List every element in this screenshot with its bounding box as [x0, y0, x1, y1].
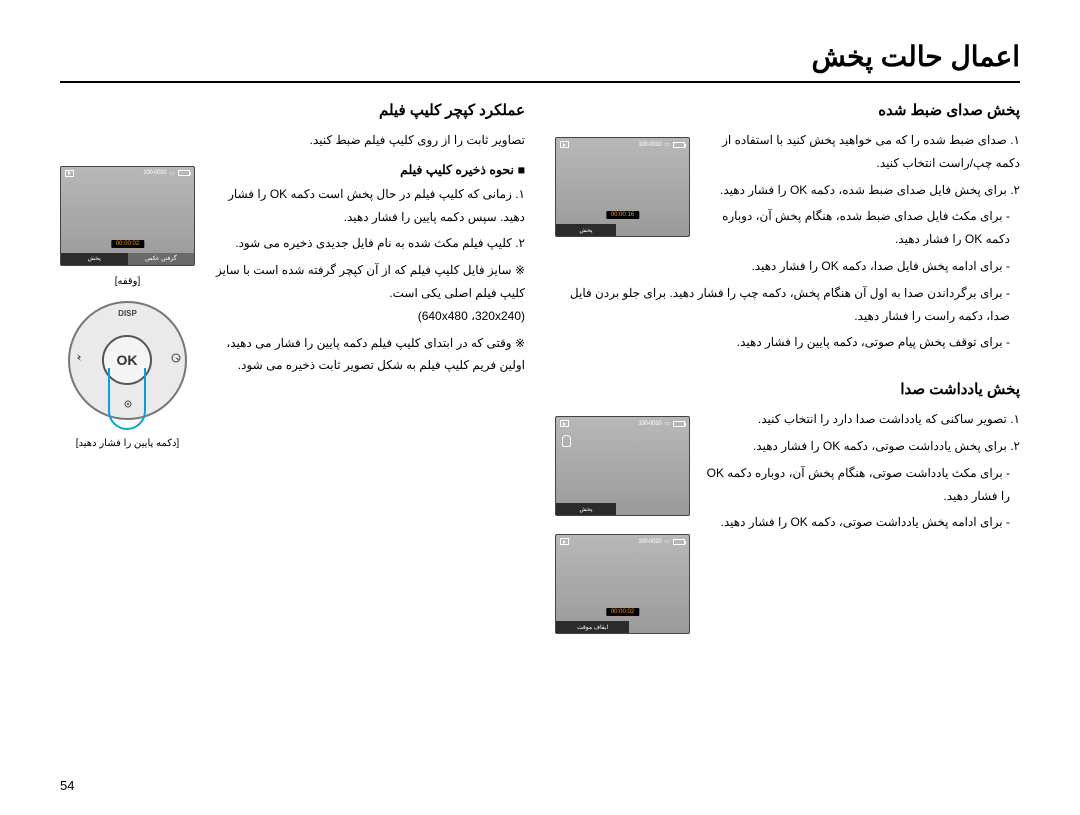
s2-b2: برای ادامه پخش فایل صدا، دکمه OK را فشار… [555, 255, 1020, 278]
right-figure-stack: 100-0010 ▭ 00:00:02 پخش گرفتن عکس [وقفه] [60, 158, 195, 449]
ok-button-diagram: DISP OK [60, 293, 195, 428]
dpad-up-label: DISP [118, 309, 137, 318]
softkey-pause: ایقاف موقت [556, 621, 629, 633]
dpad-left-icon [74, 353, 84, 367]
left-column: پخش صدای ضبط شده 100-0010 ▭ [555, 101, 1020, 642]
left-figure-lcd34: 100-0010 ▭ پخش [555, 408, 690, 642]
elapsed-time: 00:00:16 [606, 211, 639, 219]
left-figure-lcd2: 100-0010 ▭ 00:00:16 پخش [555, 129, 690, 245]
play-mode-icon [65, 170, 74, 177]
dpad-right-icon [171, 353, 181, 367]
battery-icon [673, 539, 685, 545]
dpad-down-icon [122, 400, 134, 412]
section-memo-title: پخش یادداشت صدا [555, 380, 1020, 398]
lcd-memo-playing: 100-0010 ▭ 00:00:02 ایقاف موقت [555, 534, 690, 634]
battery-icon [673, 421, 685, 427]
elapsed-time: 00:00:02 [111, 240, 144, 248]
folder-label: 100-0010 [143, 170, 166, 176]
two-column-layout: عملکرد کپچر کلیپ فیلم تصاویر ثابت را از … [60, 101, 1020, 642]
lcd-movie-paused: 100-0010 ▭ 00:00:02 پخش گرفتن عکس [60, 166, 195, 266]
s2-b3: برای برگرداندن صدا به اول آن هنگام پخش، … [555, 282, 1020, 328]
folder-label: 100-0010 [638, 142, 661, 148]
softkey-play: پخش [556, 503, 616, 515]
battery-icon [178, 170, 190, 176]
elapsed-time: 00:00:02 [606, 608, 639, 616]
battery-icon [673, 142, 685, 148]
note-sizes: (640x480 ،320x240) [418, 305, 525, 328]
ok-center-label: OK [102, 335, 152, 385]
play-mode-icon [560, 420, 569, 427]
page-number: 54 [60, 778, 74, 793]
lcd1-caption: [وقفه] [60, 276, 195, 287]
mic-icon [562, 435, 571, 447]
lcd-sound-playback: 100-0010 ▭ 00:00:16 پخش [555, 137, 690, 237]
manual-page: اعمال حالت پخش عملکرد کپچر کلیپ فیلم تصا… [0, 0, 1080, 815]
note-size-text: سایز فایل کلیپ فیلم که از آن کپچر گرفته … [216, 263, 525, 300]
softkey-capture: گرفتن عکس [128, 253, 195, 265]
page-title: اعمال حالت پخش [60, 40, 1020, 83]
section-sound-title: پخش صدای ضبط شده [555, 101, 1020, 119]
section-capture-title: عملکرد کپچر کلیپ فیلم [60, 101, 525, 119]
folder-label: 100-0010 [638, 539, 661, 545]
section-capture-intro: تصاویر ثابت را از روی کلیپ فیلم ضبط کنید… [60, 129, 525, 152]
softkey-play: پخش [556, 224, 616, 236]
lcd-memo-still: 100-0010 ▭ پخش [555, 416, 690, 516]
ok-diagram-caption: [دکمه پایین را فشار دهید] [60, 438, 195, 449]
s2-b4: برای توقف پخش پیام صوتی، دکمه پایین را ف… [555, 331, 1020, 354]
softkey-play: پخش [61, 253, 128, 265]
folder-label: 100-0010 [638, 421, 661, 427]
right-column: عملکرد کپچر کلیپ فیلم تصاویر ثابت را از … [60, 101, 525, 642]
play-mode-icon [560, 538, 569, 545]
play-mode-icon [560, 141, 569, 148]
